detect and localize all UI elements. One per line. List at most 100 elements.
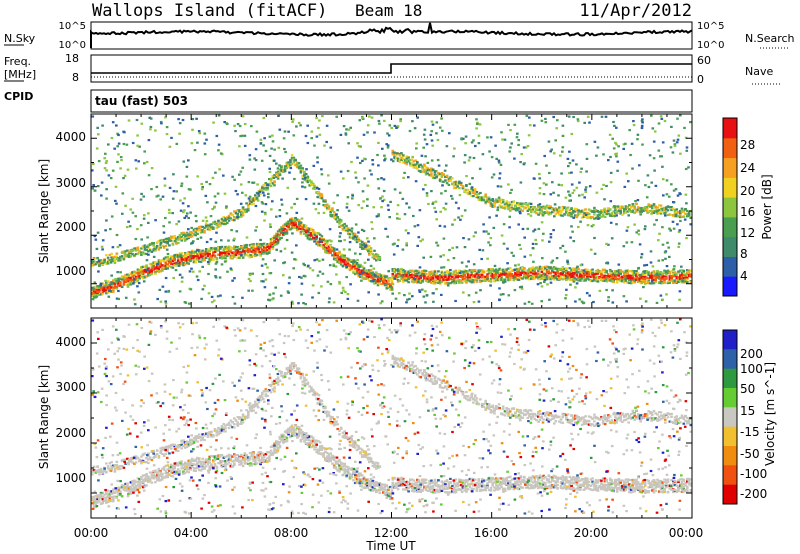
power-data-cell [327,207,331,210]
power-data-cell [273,234,276,237]
power-data-cell [619,272,622,275]
power-noise-cell [362,229,366,233]
power-noise-cell [373,131,376,134]
power-data-cell [465,270,468,273]
power-data-cell [299,232,303,235]
power-noise-cell [126,285,130,288]
power-noise-cell [418,289,421,292]
power-data-cell [226,246,229,249]
power-data-cell [159,246,162,249]
power-noise-cell [131,211,135,214]
power-data-cell [101,263,105,266]
power-data-cell [668,213,672,216]
power-noise-cell [282,274,285,277]
power-data-cell [514,272,517,275]
power-data-cell [378,282,382,285]
power-noise-cell [445,164,448,167]
power-noise-cell [241,166,244,169]
power-data-cell [371,253,375,256]
power-noise-cell [317,212,320,215]
power-data-cell [208,257,211,260]
power-data-cell [117,282,120,285]
power-data-cell [226,221,229,225]
power-data-cell [359,270,362,273]
power-data-cell [390,281,394,284]
power-noise-cell [386,144,390,147]
power-data-cell [456,279,459,282]
power-data-cell [259,253,262,256]
power-data-cell [549,205,552,208]
power-data-cell [493,201,496,204]
power-data-cell [679,280,682,283]
power-data-cell [241,250,245,253]
power-data-cell [96,291,99,295]
power-data-cell [526,209,530,212]
power-data-cell [169,239,173,242]
power-data-cell [598,211,601,214]
power-data-cell [472,274,475,277]
power-data-cell [247,248,250,251]
power-data-cell [456,182,459,185]
power-data-cell [180,252,183,255]
power-noise-cell [218,276,222,279]
power-data-cell [586,272,589,275]
power-data-cell [380,275,383,278]
power-noise-cell [233,277,236,280]
power-data-cell [493,205,496,208]
power-noise-cell [491,199,495,202]
power-data-cell [226,216,229,219]
power-noise-cell [124,296,128,299]
power-noise-cell [321,272,325,275]
power-data-cell [594,279,598,283]
power-noise-cell [578,298,581,301]
power-data-cell [189,233,192,237]
power-data-cell [493,275,496,278]
power-data-cell [680,276,684,279]
power-data-cell [240,251,243,254]
power-data-cell [473,278,477,281]
power-data-cell [261,186,264,189]
power-data-cell [452,273,456,276]
power-noise-cell [585,292,589,295]
power-data-cell [318,233,322,236]
power-data-cell [593,279,596,282]
power-noise-cell [638,243,642,246]
power-data-cell [487,198,491,201]
power-noise-cell [110,136,114,140]
power-data-cell [124,280,127,283]
power-data-cell [315,243,318,246]
power-data-cell [393,151,396,154]
power-data-cell [247,206,250,209]
power-noise-cell [159,120,163,124]
power-data-cell [112,288,115,291]
power-noise-cell [624,276,627,279]
power-data-cell [614,212,617,215]
power-noise-cell [373,274,377,277]
power-data-cell [296,164,299,167]
power-noise-cell [301,185,304,188]
power-data-cell [105,289,108,292]
power-data-cell [512,201,516,204]
power-data-cell [458,281,461,284]
power-data-cell [101,260,105,263]
power-data-cell [261,249,264,252]
power-data-cell [617,209,621,212]
power-data-cell [477,274,480,277]
power-data-cell [255,248,259,251]
power-data-cell [208,253,211,256]
power-data-cell [577,279,580,282]
power-data-cell [547,204,551,208]
power-data-cell [187,253,190,256]
power-data-cell [387,285,390,288]
power-data-cell [282,224,285,227]
power-data-cell [120,255,124,258]
power-data-cell [615,277,619,280]
power-data-cell [487,201,491,204]
power-data-cell [201,253,204,256]
power-noise-cell [408,129,412,133]
power-data-cell [663,206,666,209]
power-noise-cell [453,282,456,285]
power-data-cell [626,210,629,213]
power-data-cell [665,208,668,211]
power-data-cell [505,200,508,203]
